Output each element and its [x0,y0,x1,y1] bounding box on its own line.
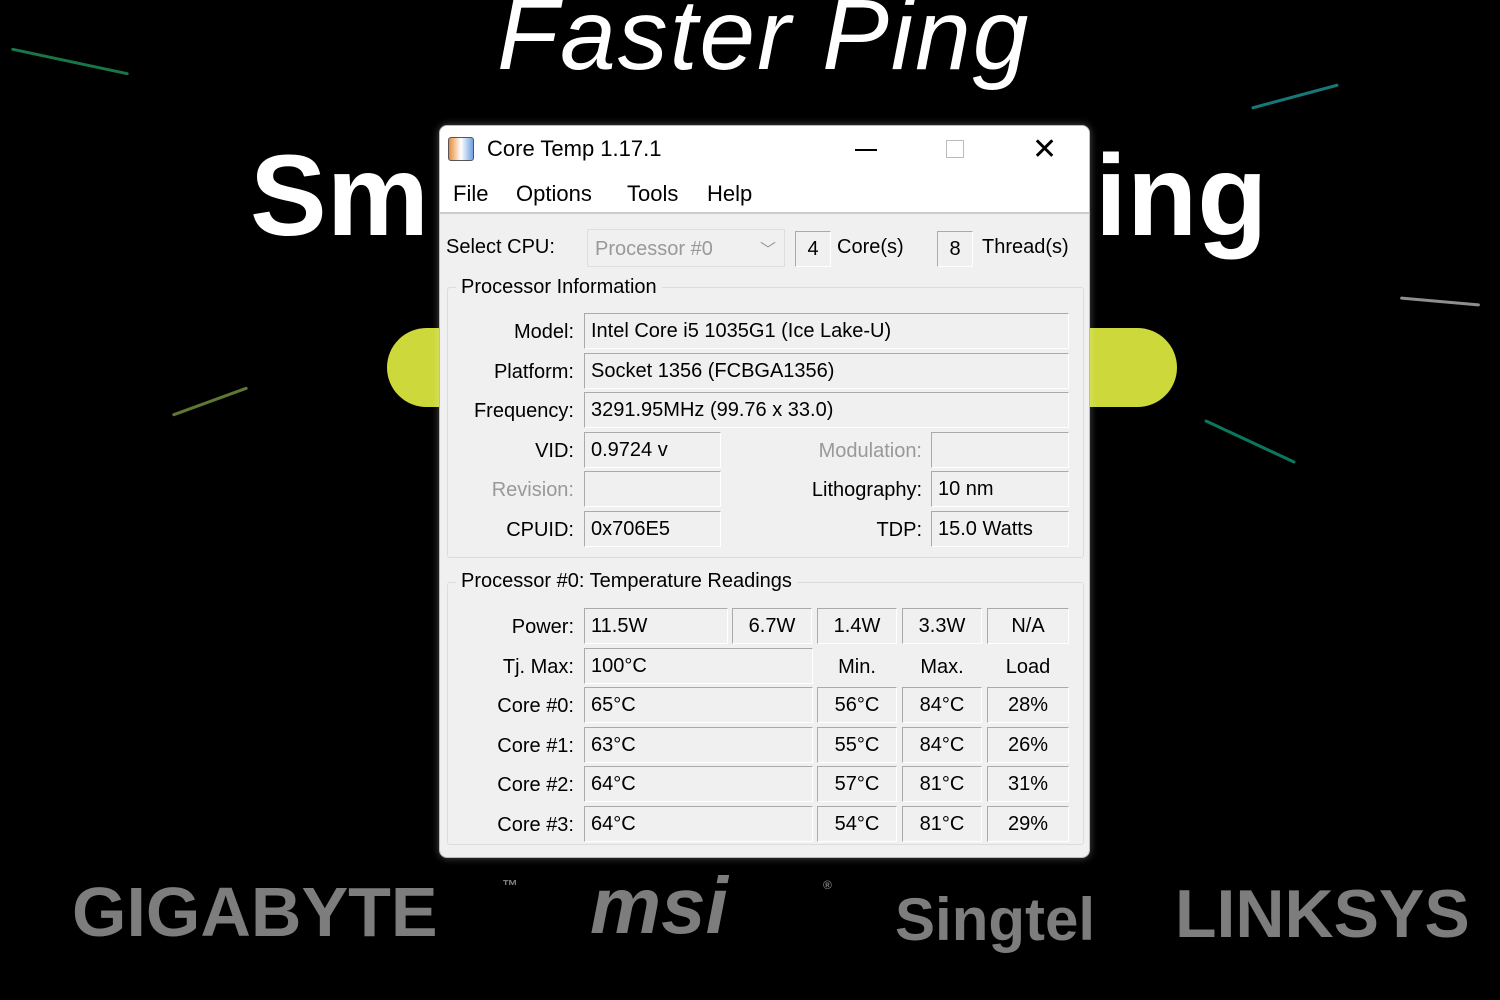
core-max: 81°C [902,805,982,842]
core-label: Core #2: [497,774,574,796]
processor-info-group [447,287,1084,558]
linksys-logo: LINKSYS [1175,876,1470,952]
chevron-down-icon: ﹀ [760,242,777,259]
cores-label: Core(s) [837,236,904,258]
power-package: 11.5W [584,608,728,644]
vid-value: 0.9724 v [584,432,721,468]
title-bar[interactable]: Core Temp 1.17.1 ✕ [440,126,1089,172]
frequency-label: Frequency: [473,400,574,422]
tdp-label: TDP: [876,519,922,541]
registered-mark: ® [823,878,832,892]
lithography-label: Lithography: [811,479,922,501]
modulation-value [931,432,1069,468]
core-max: 84°C [902,726,982,763]
processor-info-title: Processor Information [456,276,662,299]
tdp-value: 15.0 Watts [931,511,1069,547]
core-max: 81°C [902,766,982,802]
frequency-value: 3291.95MHz (99.76 x 33.0) [584,392,1069,428]
platform-label: Platform: [493,361,574,383]
power-gpu: N/A [987,608,1069,644]
vid-label: VID: [535,440,574,462]
menu-help[interactable]: Help [707,181,753,206]
power-cores: 6.7W [732,608,812,644]
power-label: Power: [511,616,574,638]
core-max: 84°C [902,687,982,723]
power-uncore: 1.4W [817,608,897,644]
close-icon[interactable]: ✕ [1032,133,1058,166]
cpuid-value: 0x706E5 [584,511,721,547]
menu-bar: File Options Tools Help [440,172,1089,214]
light-streak [1400,296,1480,307]
hero-headline: Faster Ping [497,0,1031,91]
msi-logo: msi [590,861,728,950]
max-header: Max. [920,656,964,678]
core-label: Core #0: [497,695,574,717]
model-value: Intel Core i5 1035G1 (Ice Lake-U) [584,313,1069,349]
temperature-readings-title: Processor #0: Temperature Readings [456,570,797,593]
core-min: 54°C [817,805,897,842]
model-label: Model: [513,321,574,343]
app-icon [448,137,474,161]
maximize-icon[interactable] [946,140,964,158]
menu-tools[interactable]: Tools [627,181,679,206]
core-label: Core #1: [497,734,574,757]
trademark-mark: ™ [502,878,518,895]
core-label: Core #3: [497,813,574,836]
core-temp: 65°C [584,687,813,723]
modulation-label: Modulation: [818,440,922,462]
core-min: 55°C [817,726,897,763]
core-min: 56°C [817,687,897,723]
threads-count: 8 [937,231,973,267]
core-load: 31% [987,766,1069,802]
power-dram: 3.3W [902,608,982,644]
singtel-logo: Singtel [895,886,1096,953]
cpuid-label: CPUID: [506,519,574,541]
minimize-icon[interactable] [855,149,877,151]
light-streak [10,47,130,76]
revision-value [584,471,721,507]
menu-options[interactable]: Options [516,181,592,206]
gigabyte-logo: GIGABYTE [72,873,438,951]
window-title: Core Temp 1.17.1 [487,136,662,161]
light-streak [1204,419,1296,464]
core-min: 57°C [817,766,897,802]
select-cpu-label: Select CPU: [446,236,555,258]
core-temp: 64°C [584,766,813,802]
tjmax-value: 100°C [584,648,813,684]
core-temp: 63°C [584,726,813,763]
threads-label: Thread(s) [982,236,1069,258]
min-header: Min. [838,656,876,678]
load-header: Load [1005,656,1051,678]
core-load: 29% [987,805,1069,842]
cpu-select-dropdown[interactable]: Processor #0 ﹀ [587,229,785,267]
core-load: 28% [987,687,1069,723]
hero-subheadline-right: ing [1095,132,1268,260]
platform-value: Socket 1356 (FCBGA1356) [584,353,1069,389]
lithography-value: 10 nm [931,471,1069,507]
light-streak [171,386,249,417]
hero-subheadline-left: Sm [250,132,429,260]
light-streak [1251,83,1339,110]
tjmax-label: Tj. Max: [502,656,574,678]
cpu-select-value: Processor #0 [595,238,713,260]
core-load: 26% [987,726,1069,763]
menu-file[interactable]: File [453,181,489,206]
revision-label: Revision: [491,479,574,501]
core-temp: 64°C [584,805,813,842]
core-temp-window: Core Temp 1.17.1 ✕ File Options Tools He… [439,125,1090,858]
cores-count: 4 [795,231,831,267]
